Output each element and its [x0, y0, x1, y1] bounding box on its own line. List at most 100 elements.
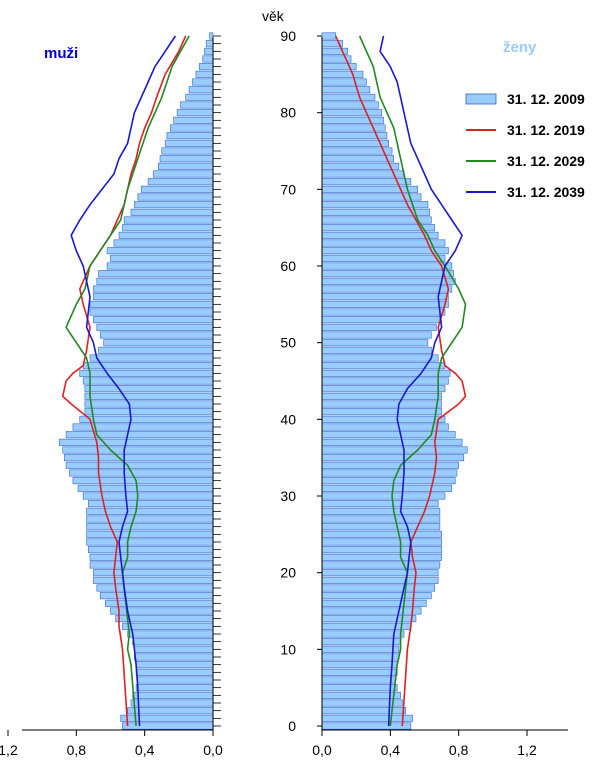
female-bar-age-16 — [321, 599, 427, 607]
female-bar-age-78 — [321, 124, 386, 132]
male-bar-age-19 — [93, 576, 214, 584]
male-bar-age-85 — [195, 70, 214, 78]
male-bar-age-64 — [118, 231, 214, 239]
male-bar-age-38 — [65, 431, 214, 439]
legend-item-2: 31. 12. 2029 — [466, 153, 585, 169]
male-bar-age-59 — [98, 270, 214, 278]
male-bar-age-88 — [204, 47, 214, 55]
legend-item-0: 31. 12. 2009 — [465, 91, 585, 107]
male-bar-age-16 — [105, 599, 214, 607]
male-bar-age-72 — [152, 170, 214, 178]
female-bar-age-5 — [321, 684, 398, 692]
male-bar-age-56 — [93, 293, 214, 301]
male-bar-age-21 — [89, 561, 214, 569]
x-tick-label-left-3: 0,0 — [203, 742, 223, 758]
female-bar-age-35 — [321, 454, 465, 462]
female-bar-age-81 — [321, 101, 379, 109]
female-bar-age-7 — [321, 668, 398, 676]
panel-title-male: muži — [44, 45, 78, 62]
female-bar-age-9 — [321, 653, 400, 661]
male-projection-lines — [61, 35, 190, 727]
female-bar-age-48 — [321, 354, 439, 362]
male-bar-age-9 — [134, 653, 214, 661]
female-bar-age-75 — [321, 147, 393, 155]
male-bar-age-44 — [84, 385, 214, 393]
female-bar-age-19 — [321, 576, 439, 584]
female-bar-age-36 — [321, 446, 468, 454]
male-bar-age-23 — [87, 546, 214, 554]
female-bar-age-13 — [321, 622, 412, 630]
male-bar-age-51 — [99, 331, 214, 339]
female-bar-age-33 — [321, 469, 458, 477]
male-bar-age-57 — [93, 285, 214, 293]
male-bar-age-2 — [127, 707, 214, 715]
male-bar-age-67 — [130, 208, 214, 216]
male-bar-age-82 — [185, 93, 214, 101]
female-bar-age-32 — [321, 477, 456, 485]
female-bar-age-69 — [321, 193, 422, 201]
male-bars-group — [58, 32, 214, 730]
female-bar-age-53 — [321, 316, 441, 324]
male-bar-age-26 — [86, 523, 214, 531]
female-bar-age-57 — [321, 285, 453, 293]
female-line-31122039 — [379, 35, 463, 727]
female-bar-age-28 — [321, 507, 441, 515]
tick-labels-group: 0 10 20 30 40 50 60 70 80 90 1,2 0,8 0,4 0,0 0,0 0,4 0,8… — [0, 28, 537, 758]
female-bar-age-44 — [321, 385, 446, 393]
female-bar-age-39 — [321, 423, 449, 431]
male-bar-age-87 — [202, 55, 214, 63]
female-bar-age-23 — [321, 546, 442, 554]
male-bar-age-63 — [113, 239, 214, 247]
female-bar-age-65 — [321, 224, 436, 232]
male-bar-age-34 — [65, 461, 214, 469]
legend-label: 31. 12. 2009 — [507, 91, 585, 107]
female-bar-age-8 — [321, 661, 398, 669]
male-bar-age-13 — [122, 622, 214, 630]
female-bar-age-61 — [321, 254, 446, 262]
male-bar-age-84 — [192, 78, 214, 86]
male-bar-age-66 — [123, 216, 214, 224]
male-bar-age-60 — [106, 262, 214, 270]
male-bar-age-20 — [93, 569, 214, 577]
male-bar-age-79 — [173, 116, 214, 124]
legend-label: 31. 12. 2019 — [507, 122, 585, 138]
male-bar-age-18 — [96, 584, 214, 592]
male-bar-age-65 — [122, 224, 214, 232]
male-bar-age-70 — [140, 185, 214, 193]
female-bar-age-80 — [321, 109, 383, 117]
female-bar-age-37 — [321, 438, 463, 446]
legend-label: 31. 12. 2039 — [507, 184, 585, 200]
female-bar-age-49 — [321, 346, 432, 354]
male-bar-age-36 — [62, 446, 214, 454]
male-bar-age-81 — [180, 101, 214, 109]
male-bar-age-27 — [86, 515, 214, 523]
age-tick-label-10: 10 — [280, 641, 296, 657]
female-bar-age-52 — [321, 323, 437, 331]
legend-item-3: 31. 12. 2039 — [466, 184, 585, 200]
age-tick-label-40: 40 — [280, 411, 296, 427]
male-bar-age-62 — [106, 247, 214, 255]
male-bar-age-5 — [135, 684, 214, 692]
male-bar-age-48 — [89, 354, 214, 362]
female-bar-age-12 — [321, 630, 405, 638]
x-tick-label-left-0: 1,2 — [0, 742, 18, 758]
female-bar-age-15 — [321, 607, 422, 615]
male-bar-age-45 — [82, 377, 214, 385]
female-projection-lines — [334, 35, 467, 727]
age-tick-label-90: 90 — [280, 28, 296, 44]
axis-ticks-group — [7, 35, 528, 736]
female-bar-age-54 — [321, 308, 446, 316]
female-bar-age-26 — [321, 523, 441, 531]
age-tick-label-50: 50 — [280, 335, 296, 351]
age-tick-label-70: 70 — [280, 181, 296, 197]
male-bar-age-8 — [135, 661, 214, 669]
age-axis-label: věk — [262, 8, 285, 24]
male-bar-age-89 — [205, 40, 214, 48]
female-bar-age-51 — [321, 331, 432, 339]
male-bar-age-25 — [86, 530, 214, 538]
female-bar-age-85 — [321, 70, 364, 78]
male-bar-age-71 — [147, 178, 214, 186]
male-bar-age-53 — [93, 316, 214, 324]
female-bar-age-83 — [321, 86, 371, 94]
male-bar-age-86 — [199, 63, 214, 71]
